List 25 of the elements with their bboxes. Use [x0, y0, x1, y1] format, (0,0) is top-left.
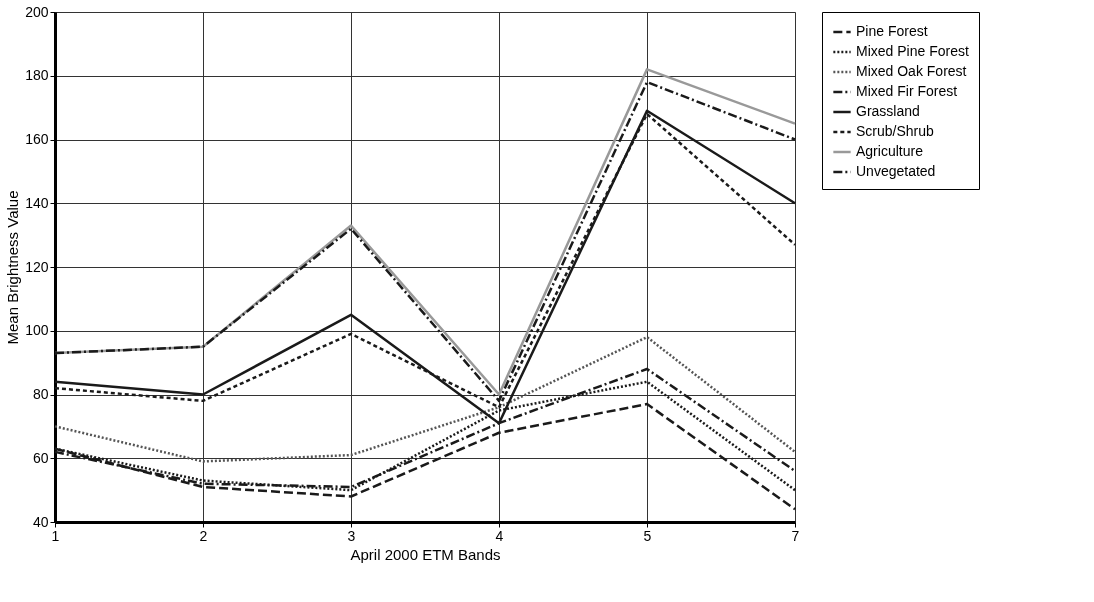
x-tick-label: 3: [347, 527, 356, 544]
legend-label: Mixed Oak Forest: [856, 63, 967, 79]
legend-label: Agriculture: [856, 143, 924, 159]
y-tick-label: 140: [25, 194, 49, 211]
y-tick-label: 80: [32, 386, 49, 402]
y-tick-label: 40: [32, 513, 49, 530]
y-tick-label: 200: [25, 3, 49, 20]
legend-label: Mixed Fir Forest: [856, 83, 958, 99]
y-tick-label: 120: [25, 258, 49, 275]
y-axis-title: Mean Brightness Value: [4, 190, 22, 345]
legend-label: Unvegetated: [856, 163, 936, 179]
legend-label: Scrub/Shrub: [856, 123, 935, 139]
y-tick-label: 160: [25, 131, 49, 147]
x-tick-label: 1: [51, 527, 60, 544]
x-tick-label: 5: [643, 527, 652, 544]
legend-label: Mixed Pine Forest: [856, 43, 969, 59]
x-tick-label: 7: [791, 527, 800, 544]
x-tick-label: 2: [199, 527, 208, 544]
y-tick-label: 180: [25, 67, 49, 84]
y-tick-label: 100: [25, 322, 49, 339]
legend-label: Pine Forest: [856, 23, 928, 39]
legend-label: Grassland: [856, 103, 920, 119]
x-tick-label: 4: [495, 527, 504, 544]
x-axis-title: April 2000 ETM Bands: [350, 545, 501, 563]
y-tick-label: 60: [32, 449, 49, 466]
